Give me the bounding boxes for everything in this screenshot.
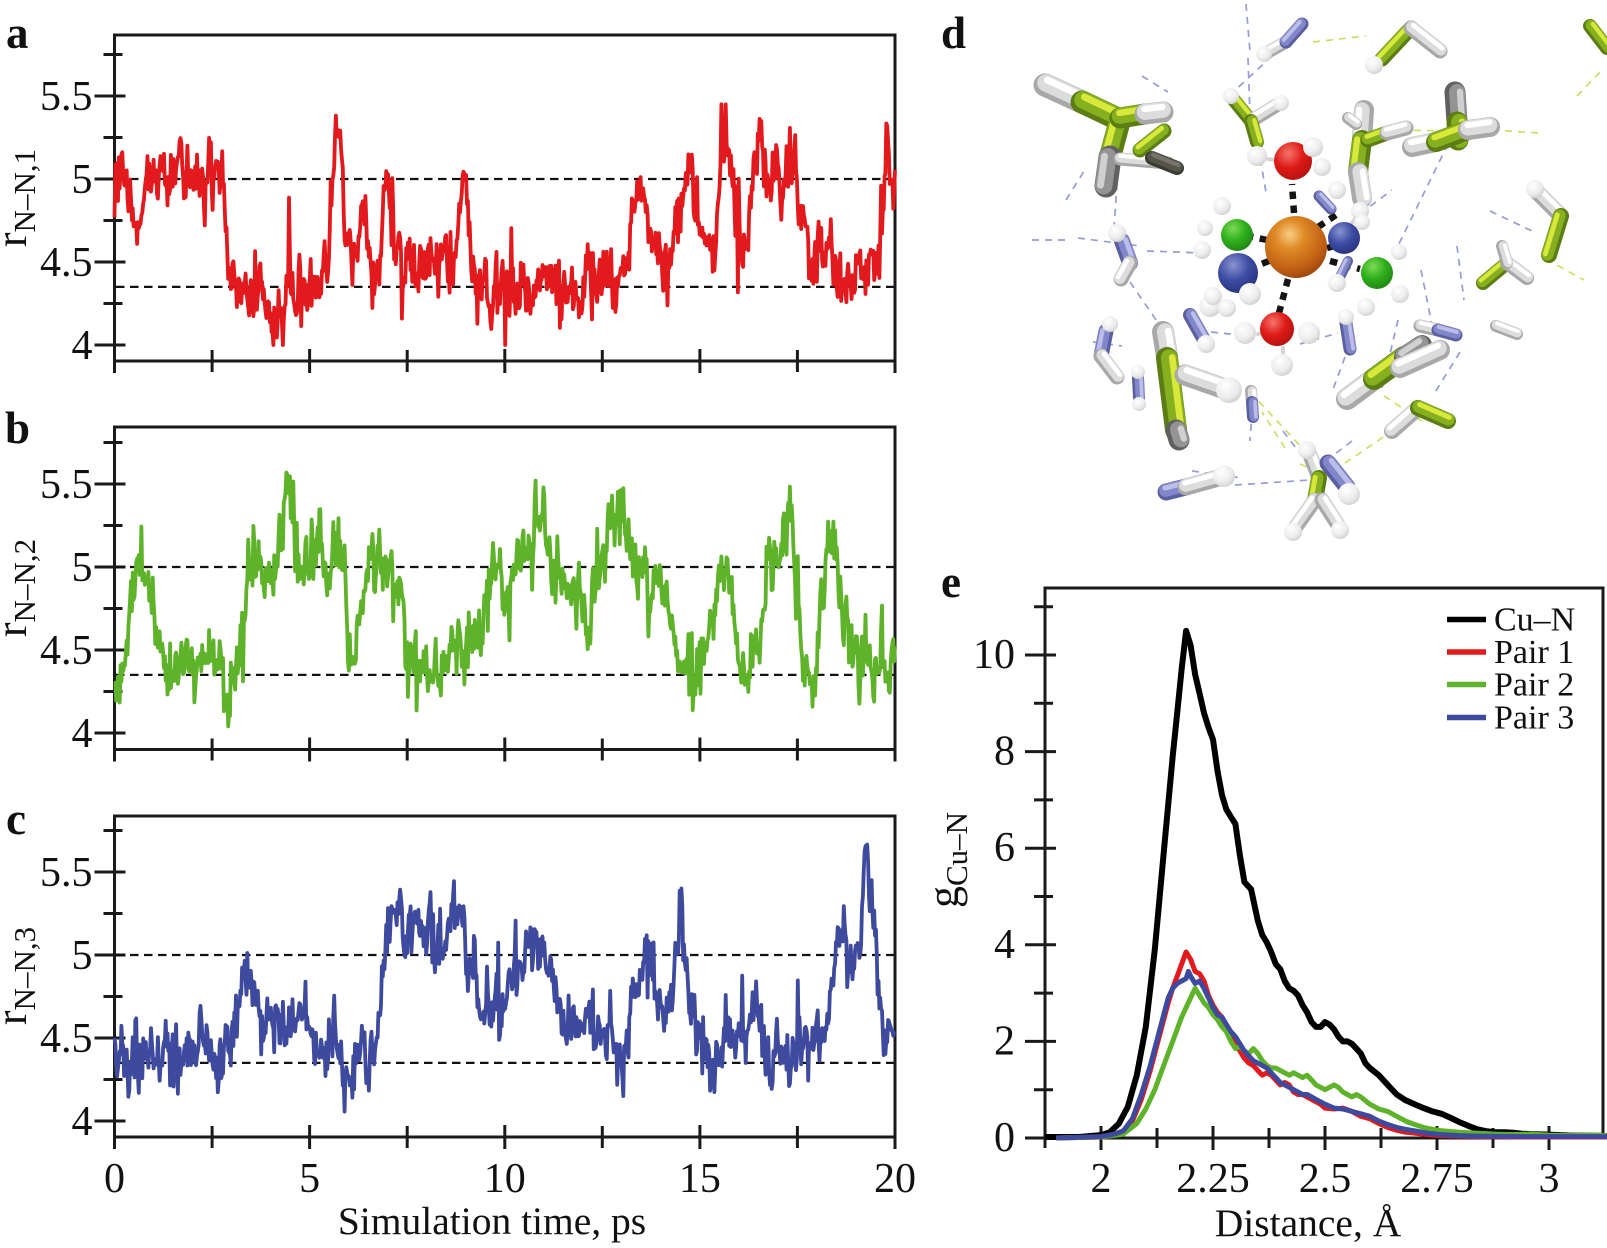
svg-text:8: 8 bbox=[994, 729, 1015, 775]
svg-text:2.25: 2.25 bbox=[1176, 1156, 1250, 1202]
svg-text:rN–N,2: rN–N,2 bbox=[0, 539, 42, 637]
svg-text:Distance, Å: Distance, Å bbox=[1215, 1201, 1402, 1245]
svg-text:c: c bbox=[6, 794, 26, 844]
svg-text:0: 0 bbox=[994, 1115, 1015, 1161]
svg-text:b: b bbox=[5, 403, 30, 453]
svg-text:5: 5 bbox=[299, 1156, 320, 1202]
svg-text:rN–N,1: rN–N,1 bbox=[0, 149, 42, 247]
svg-text:2: 2 bbox=[994, 1018, 1015, 1064]
svg-text:10: 10 bbox=[973, 632, 1015, 678]
svg-text:4.5: 4.5 bbox=[40, 240, 93, 286]
svg-text:5: 5 bbox=[72, 545, 93, 591]
svg-text:3: 3 bbox=[1539, 1156, 1560, 1202]
svg-text:Pair 3: Pair 3 bbox=[1494, 700, 1574, 737]
svg-text:0: 0 bbox=[104, 1156, 125, 1202]
svg-text:4: 4 bbox=[72, 323, 93, 369]
svg-text:5.5: 5.5 bbox=[40, 850, 93, 896]
svg-text:2: 2 bbox=[1091, 1156, 1112, 1202]
svg-text:a: a bbox=[6, 8, 29, 58]
svg-text:4: 4 bbox=[994, 922, 1015, 968]
svg-text:4.5: 4.5 bbox=[40, 1016, 93, 1062]
svg-text:4.5: 4.5 bbox=[40, 628, 93, 674]
svg-text:4: 4 bbox=[72, 711, 93, 757]
svg-text:2.5: 2.5 bbox=[1299, 1156, 1352, 1202]
svg-text:5.5: 5.5 bbox=[40, 74, 93, 120]
svg-text:5: 5 bbox=[72, 933, 93, 979]
svg-text:6: 6 bbox=[994, 825, 1015, 871]
svg-text:Pair 2: Pair 2 bbox=[1494, 667, 1574, 704]
svg-text:e: e bbox=[941, 557, 961, 607]
svg-text:15: 15 bbox=[679, 1156, 721, 1202]
svg-text:4: 4 bbox=[72, 1099, 93, 1145]
svg-text:Pair 1: Pair 1 bbox=[1494, 634, 1574, 671]
svg-text:Simulation time, ps: Simulation time, ps bbox=[338, 1199, 646, 1243]
svg-text:5: 5 bbox=[72, 157, 93, 203]
svg-text:2.75: 2.75 bbox=[1400, 1156, 1474, 1202]
svg-text:rN–N,3: rN–N,3 bbox=[0, 927, 42, 1025]
svg-text:5.5: 5.5 bbox=[40, 462, 93, 508]
svg-text:Cu–N: Cu–N bbox=[1494, 602, 1575, 639]
svg-text:d: d bbox=[941, 8, 966, 58]
svg-text:10: 10 bbox=[484, 1156, 526, 1202]
svg-text:20: 20 bbox=[874, 1156, 916, 1202]
svg-text:gCu–N: gCu–N bbox=[919, 812, 974, 908]
